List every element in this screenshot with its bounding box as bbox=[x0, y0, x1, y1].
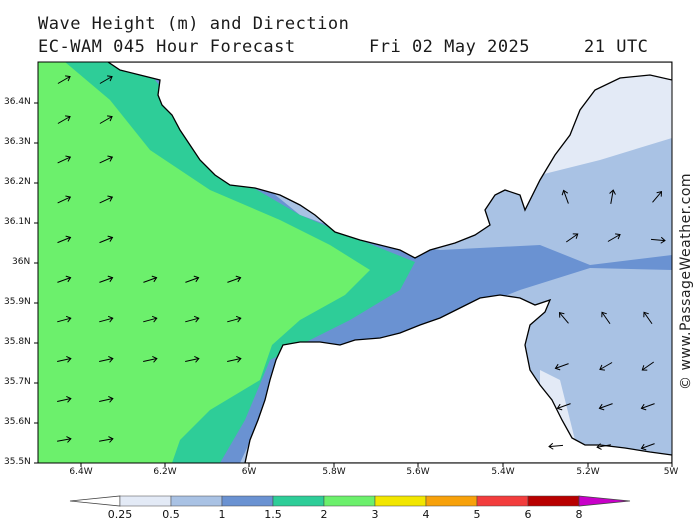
arrow-sw bbox=[556, 403, 571, 411]
forecast-model-label: EC-WAM 045 Hour Forecast bbox=[38, 37, 296, 57]
scale-swatch-2 bbox=[323, 495, 376, 507]
lon-label: 5.4W bbox=[491, 467, 515, 477]
arrow-e bbox=[57, 315, 72, 323]
arrow-ne bbox=[99, 155, 114, 164]
arrow-ne bbox=[99, 75, 113, 84]
arrow-e bbox=[185, 315, 200, 323]
lat-label: 36.3N bbox=[4, 137, 31, 147]
scale-label: 5 bbox=[473, 508, 481, 521]
scale-label: 2 bbox=[320, 508, 328, 521]
lon-label: 6.4W bbox=[69, 467, 93, 477]
arrow-ne bbox=[99, 275, 114, 283]
lon-label: 5.2W bbox=[576, 467, 600, 477]
scale-swatch-0.25 bbox=[119, 495, 172, 507]
arrow-w bbox=[640, 443, 655, 451]
lon-label: 5W bbox=[663, 467, 679, 477]
scale-label: 4 bbox=[422, 508, 430, 521]
arrow-ne bbox=[57, 275, 72, 283]
scale-label: 8 bbox=[575, 508, 583, 521]
arrow-e bbox=[185, 355, 200, 363]
arrow-e bbox=[143, 355, 158, 363]
lat-label: 35.9N bbox=[4, 297, 31, 307]
scale-swatch-6 bbox=[527, 495, 580, 507]
lat-label: 35.8N bbox=[4, 337, 31, 347]
arrow-e bbox=[99, 436, 114, 443]
arrow-ne bbox=[57, 75, 71, 84]
scale-label: 6 bbox=[524, 508, 532, 521]
scale-swatch-5 bbox=[476, 495, 529, 507]
arrow-n bbox=[561, 189, 569, 204]
morocco-coast-land bbox=[244, 294, 672, 463]
arrow-ne bbox=[227, 275, 242, 283]
arrow-ne bbox=[57, 195, 72, 204]
scale-swatch-4 bbox=[425, 495, 478, 507]
arrow-ne bbox=[57, 235, 72, 244]
scale-swatch-0.5 bbox=[170, 495, 223, 507]
lat-label: 35.6N bbox=[4, 417, 31, 427]
wave-height-scale bbox=[69, 495, 631, 507]
arrow-nw bbox=[558, 311, 569, 324]
arrow-ne bbox=[57, 155, 72, 164]
arrow-e bbox=[143, 315, 158, 323]
arrow-w bbox=[596, 443, 611, 450]
scale-arrow-high bbox=[578, 495, 631, 507]
arrow-ne bbox=[99, 235, 114, 244]
lat-label: 36.1N bbox=[4, 217, 31, 227]
lon-label: 6.2W bbox=[153, 467, 177, 477]
arrow-ne bbox=[57, 115, 71, 124]
lat-label: 35.7N bbox=[4, 377, 31, 387]
scale-label: 0.25 bbox=[107, 508, 133, 521]
lat-label: 36.2N bbox=[4, 177, 31, 187]
spain-coast-land bbox=[106, 62, 672, 259]
arrow-sw bbox=[599, 362, 613, 371]
arrow-ne bbox=[607, 233, 621, 242]
arrow-sw bbox=[554, 363, 569, 371]
scale-label: 3 bbox=[371, 508, 379, 521]
lon-label: 5.6W bbox=[406, 467, 430, 477]
arrow-sw bbox=[641, 361, 655, 371]
arrow-n bbox=[609, 189, 616, 204]
arrow-e bbox=[99, 395, 114, 403]
arrow-e bbox=[99, 355, 114, 363]
scale-arrow-low bbox=[69, 495, 121, 507]
scale-label: 1 bbox=[218, 508, 226, 521]
lon-label: 5.8W bbox=[322, 467, 346, 477]
axis-ticks bbox=[34, 102, 673, 467]
arrow-sw bbox=[640, 403, 655, 411]
arrow-nw bbox=[601, 311, 611, 325]
arrow-ne bbox=[99, 195, 114, 204]
arrow-e bbox=[650, 236, 666, 244]
arrow-e bbox=[99, 315, 114, 323]
arrow-ne bbox=[143, 275, 158, 283]
scale-label: 0.5 bbox=[162, 508, 180, 521]
lat-label: 36.4N bbox=[4, 97, 31, 107]
sea-green-region bbox=[38, 62, 370, 463]
arrow-nw bbox=[643, 311, 653, 325]
lat-label: 35.5N bbox=[4, 457, 31, 467]
arrow-sw bbox=[598, 403, 613, 411]
lon-label: 6W bbox=[241, 467, 257, 477]
scale-swatch-3 bbox=[374, 495, 427, 507]
arrow-ne bbox=[99, 115, 113, 124]
forecast-date: Fri 02 May 2025 bbox=[369, 37, 531, 57]
arrow-e bbox=[57, 436, 72, 443]
arrow-e bbox=[57, 395, 72, 403]
lat-label: 36N bbox=[12, 257, 31, 267]
scale-swatch-1.5 bbox=[272, 495, 325, 507]
arrow-w bbox=[548, 442, 564, 450]
map-title: Wave Height (m) and Direction bbox=[38, 14, 350, 34]
forecast-time: 21 UTC bbox=[584, 37, 649, 57]
arrow-e bbox=[227, 355, 242, 363]
scale-swatch-1 bbox=[221, 495, 274, 507]
map-area bbox=[38, 62, 672, 463]
site-credit: © www.PassageWeather.com bbox=[678, 172, 694, 390]
scale-label: 1.5 bbox=[264, 508, 282, 521]
arrow-ne bbox=[565, 233, 579, 243]
wave-direction-arrows bbox=[57, 75, 666, 451]
arrow-e bbox=[57, 355, 72, 363]
arrow-ne bbox=[185, 275, 200, 283]
arrow-ne bbox=[652, 190, 663, 203]
arrow-e bbox=[227, 315, 242, 323]
